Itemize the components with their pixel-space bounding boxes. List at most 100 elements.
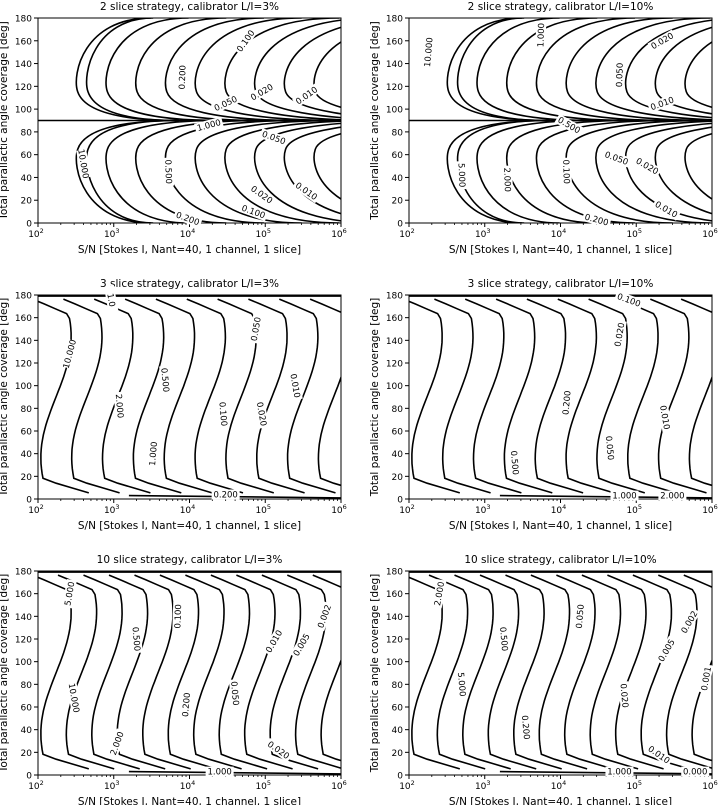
y-tick-label: 140 <box>386 613 403 623</box>
contour-label-bg <box>561 157 572 186</box>
contour-label-bg <box>601 148 632 168</box>
y-tick-label: 120 <box>15 360 32 370</box>
contour-line-10 <box>632 574 690 770</box>
y-tick-label: 160 <box>15 314 32 324</box>
contour-label-bg <box>610 490 639 501</box>
contour-label-bg <box>264 737 293 763</box>
contour-line-10 <box>164 119 302 223</box>
y-tick-label: 140 <box>15 337 32 347</box>
contour-label: 1.000 <box>207 768 231 778</box>
axes-frame <box>408 294 713 500</box>
contour-line-8 <box>248 298 305 494</box>
y-tick-label: 0 <box>397 496 403 506</box>
x-tick-label: 106 <box>331 779 347 792</box>
contour-label-bg <box>194 116 224 134</box>
contour-line-2 <box>57 574 115 770</box>
contour-line-2 <box>456 119 550 223</box>
contour-label: 0.002 <box>680 609 701 635</box>
contour-label-bg <box>176 63 188 92</box>
contour-line-18 <box>654 126 712 215</box>
y-tick-label: 160 <box>386 590 403 600</box>
y-tick-label: 100 <box>386 106 403 116</box>
y-tick-label: 80 <box>392 405 404 415</box>
y-tick-label: 40 <box>392 174 404 184</box>
contour-line-7 <box>135 18 261 122</box>
contour-label-bg <box>146 439 160 469</box>
contour-line-12 <box>194 119 341 223</box>
x-tick-label: 104 <box>551 227 567 240</box>
contour-line-7 <box>185 574 242 770</box>
contour-label: 0.020 <box>265 740 291 762</box>
contour-line-6 <box>476 119 591 223</box>
x-tick-label: 103 <box>104 503 120 516</box>
contour-label: 0.200 <box>519 715 531 740</box>
contour-line-3 <box>75 18 180 122</box>
contour-line-13 <box>595 18 712 121</box>
contour-label: 5.000 <box>455 672 467 697</box>
contour-label: 10.000 <box>62 339 79 370</box>
subplot-title: 2 slice strategy, calibrator L/I=3% <box>100 1 279 13</box>
y-tick-label: 100 <box>15 658 32 668</box>
contour-label: 0.050 <box>615 63 626 88</box>
contour-line-10 <box>261 574 319 770</box>
x-tick-label: 106 <box>702 503 718 516</box>
contour-line-3 <box>446 18 551 122</box>
contour-label: 1.0 <box>104 293 116 308</box>
contour-line-2 <box>85 119 179 223</box>
contour-line-14 <box>128 770 341 775</box>
contour-label-bg <box>292 83 321 108</box>
contour-line-4 <box>124 298 182 494</box>
contour-label: 0.002 <box>316 604 334 630</box>
contour-label: 10.000 <box>423 37 436 68</box>
contour-line-10 <box>309 298 341 487</box>
contour-label-bg <box>698 664 714 694</box>
contour-line-6 <box>105 119 220 223</box>
y-tick-label: 40 <box>21 726 33 736</box>
y-axis-label: Total parallactic angle coverage [deg] <box>0 21 10 220</box>
contour-label-bg <box>456 161 468 190</box>
y-tick-label: 140 <box>386 337 403 347</box>
y-tick-label: 140 <box>15 60 32 70</box>
x-tick-label: 103 <box>104 227 120 240</box>
y-tick-label: 60 <box>21 428 33 438</box>
y-tick-label: 120 <box>386 360 403 370</box>
contour-line-1 <box>85 18 179 122</box>
contour-label-bg <box>497 624 511 654</box>
y-tick-label: 20 <box>21 197 33 207</box>
contour-lines <box>38 295 341 499</box>
y-tick-label: 60 <box>392 151 404 161</box>
contour-line-9 <box>236 574 293 770</box>
contour-line-19 <box>684 41 712 109</box>
x-tick-label: 103 <box>475 227 491 240</box>
contour-line-13 <box>224 18 341 121</box>
contour-label: 0.010 <box>293 181 319 203</box>
contour-label-bg <box>247 80 277 104</box>
contour-label-bg <box>107 728 127 759</box>
subplot-6: 10 slice strategy, calibrator L/I=10% 0 20… <box>369 554 718 805</box>
contour-line-3 <box>464 298 522 494</box>
contour-label-bg <box>262 626 286 656</box>
contour-label-bg <box>179 690 193 720</box>
contour-label: 1.000 <box>607 768 631 778</box>
contour-label-bg <box>104 285 119 315</box>
y-tick-label: 60 <box>21 704 33 714</box>
subplot-title: 10 slice strategy, calibrator L/I=3% <box>97 554 283 566</box>
contour-label-bg <box>172 602 184 631</box>
contour-line-8 <box>619 298 676 494</box>
contour-label-bg <box>647 29 677 53</box>
subplot-2: 2 slice strategy, calibrator L/I=10% 0 20 4… <box>369 1 718 256</box>
contour-label-bg <box>581 211 612 229</box>
contour-line-5 <box>105 18 220 122</box>
contour-label: 2.000 <box>109 730 127 756</box>
y-tick-label: 120 <box>15 83 32 93</box>
contour-label-bg <box>292 178 321 204</box>
x-axis-label: S/N [Stokes I, Nant=40, 1 channel, 1 sli… <box>449 244 672 256</box>
contour-line-17 <box>654 26 712 115</box>
contour-label-bg <box>573 601 587 631</box>
contour-line-7 <box>217 298 275 494</box>
contour-label-bg <box>163 157 175 186</box>
contour-line-2 <box>428 574 486 770</box>
contour-line-1 <box>409 576 461 770</box>
y-tick-label: 180 <box>386 15 403 25</box>
